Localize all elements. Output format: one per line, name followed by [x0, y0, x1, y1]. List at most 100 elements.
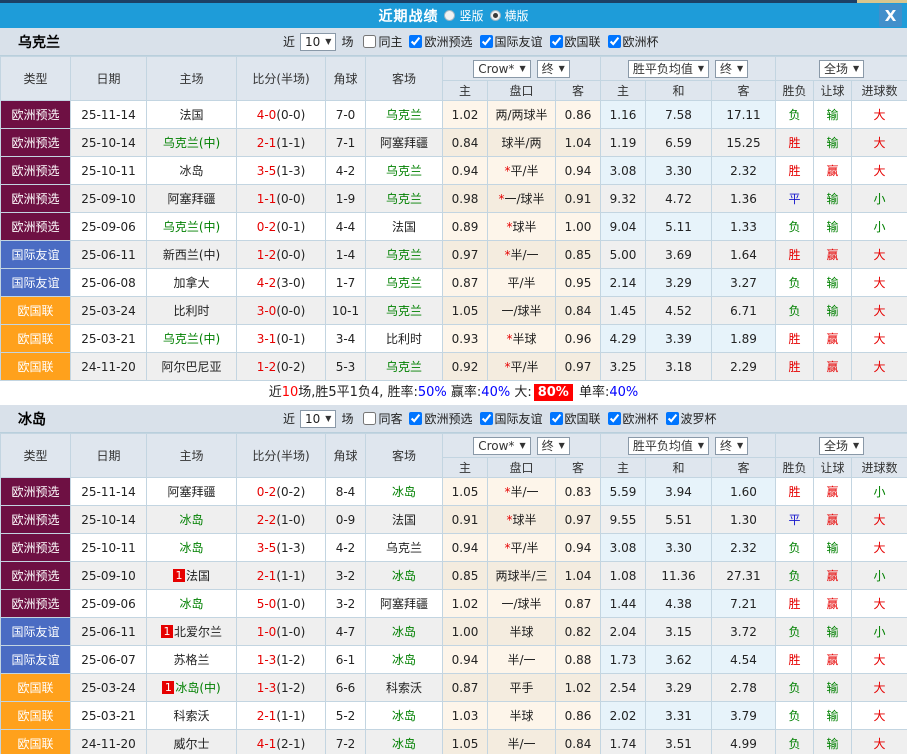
match-row: 欧洲预选 25-10-14 乌克兰(中) 2-1(1-1) 7-1 阿塞拜疆 0.84 球半/… [0, 128, 907, 157]
halftime-score: (0-1) [276, 331, 306, 346]
result-goals-total: 大 [851, 100, 907, 129]
column-header: 角球 [325, 433, 366, 478]
avg-draw-odds: 3.51 [645, 729, 712, 754]
league-checkbox[interactable] [665, 412, 679, 425]
competition-type-badge: 国际友谊 [0, 617, 71, 646]
corner-score: 7-2 [325, 729, 366, 754]
avg-home-odds: 9.32 [600, 184, 646, 213]
handicap-line: 半/一 [487, 729, 556, 754]
competition-type-badge: 欧国联 [0, 701, 71, 730]
sub-column-header: 让球 [813, 80, 853, 101]
result-win-draw-lose: 负 [775, 268, 815, 297]
home-team-name: 比利时 [173, 304, 210, 318]
away-team-name: 冰岛 [391, 569, 416, 583]
avg-draw-odds: 4.38 [645, 589, 712, 618]
result-handicap: 赢 [813, 505, 853, 534]
full-match-select[interactable]: 全场 ▼ [818, 59, 865, 78]
competition-type-badge: 欧国联 [0, 729, 71, 754]
match-date: 25-06-11 [70, 240, 147, 269]
match-count-select[interactable]: 10 ▼ [300, 32, 337, 51]
select-value: 终 [720, 61, 733, 76]
avg-draw-odds: 3.39 [645, 324, 712, 353]
fulltime-score: 1-0 [256, 624, 277, 639]
radio-horizontal-layout[interactable]: 横版 [489, 7, 529, 24]
away-team: 乌克兰 [365, 100, 443, 129]
final-odds-select[interactable]: 终 ▼ [536, 436, 570, 455]
home-odds: 0.94 [442, 533, 488, 562]
games-label: 场 [341, 35, 354, 49]
league-checkbox[interactable] [549, 35, 563, 48]
close-button[interactable]: X [879, 4, 902, 27]
league-checkbox[interactable] [409, 412, 423, 425]
halftime-score: (0-0) [276, 303, 306, 318]
select-value: Crow* [478, 61, 515, 76]
away-odds: 0.84 [555, 729, 601, 754]
avg-away-odds: 1.33 [710, 212, 777, 241]
competition-type-badge: 欧洲预选 [0, 156, 71, 185]
result-handicap: 赢 [813, 645, 853, 674]
match-date: 25-10-11 [70, 156, 147, 185]
league-checkbox[interactable] [409, 35, 423, 48]
competition-type-badge: 欧洲预选 [0, 505, 71, 534]
result-handicap: 赢 [813, 561, 853, 590]
handicap-text: 一/球半 [504, 192, 545, 206]
avg-draw-odds: 3.15 [645, 617, 712, 646]
handicap-star: * [504, 360, 511, 374]
handicap-line: 半球 [487, 701, 556, 730]
score: 3-1(0-1) [236, 324, 326, 353]
fulltime-score: 3-5 [256, 163, 277, 178]
same-venue-checkbox[interactable] [363, 412, 377, 425]
same-venue-checkbox[interactable] [363, 35, 377, 48]
halftime-score: (0-2) [276, 359, 306, 374]
league-checkbox-label: 欧国联 [546, 410, 601, 427]
league-checkbox[interactable] [607, 412, 621, 425]
crow-select[interactable]: Crow* ▼ [473, 59, 531, 78]
away-team: 冰岛 [365, 701, 443, 730]
competition-type-badge: 欧国联 [0, 296, 71, 325]
handicap-line: *平/半 [487, 352, 556, 381]
home-odds: 0.93 [442, 324, 488, 353]
away-odds: 0.86 [555, 701, 601, 730]
away-odds: 0.83 [555, 477, 601, 506]
league-checkbox[interactable] [607, 35, 621, 48]
handicap-text: 平/半 [510, 360, 539, 374]
away-team: 乌克兰 [365, 184, 443, 213]
crow-select[interactable]: Crow* ▼ [473, 436, 531, 455]
avg-home-odds: 1.16 [600, 100, 646, 129]
filter-bar: 近 10 ▼ 场 同主 欧洲预选 国际友谊 欧国联 欧洲杯 [283, 32, 659, 51]
league-checkbox[interactable] [479, 35, 493, 48]
home-team-name: 冰岛 [179, 513, 204, 527]
avg-away-odds: 2.32 [710, 156, 777, 185]
away-odds: 0.95 [555, 268, 601, 297]
home-odds: 0.98 [442, 184, 488, 213]
competition-type-badge: 欧洲预选 [0, 477, 71, 506]
fulltime-score: 4-2 [256, 275, 277, 290]
wdl-average-select[interactable]: 胜平负均值 ▼ [627, 59, 710, 78]
away-team: 乌克兰 [365, 352, 443, 381]
wdl-average-select[interactable]: 胜平负均值 ▼ [627, 436, 710, 455]
final-avg-select[interactable]: 终 ▼ [715, 59, 749, 78]
chevron-down-icon: ▼ [558, 440, 565, 450]
home-odds: 0.87 [442, 268, 488, 297]
result-win-draw-lose: 胜 [775, 589, 815, 618]
competition-type-badge: 欧洲预选 [0, 533, 71, 562]
halftime-score: (1-0) [276, 512, 306, 527]
league-label: 波罗杯 [680, 412, 717, 426]
full-match-select[interactable]: 全场 ▼ [818, 436, 865, 455]
away-team: 冰岛 [365, 645, 443, 674]
chevron-down-icon: ▼ [325, 36, 332, 46]
match-count-select[interactable]: 10 ▼ [300, 409, 337, 428]
league-checkbox[interactable] [479, 412, 493, 425]
handicap-text: 平/半 [510, 164, 539, 178]
odds-group-header: Crow* ▼ 终 ▼ [442, 56, 601, 81]
handicap-line: *半球 [487, 324, 556, 353]
league-checkbox[interactable] [549, 412, 563, 425]
corner-score: 6-1 [325, 645, 366, 674]
radio-vertical-layout[interactable]: 竖版 [444, 7, 484, 24]
team-section-header: 冰岛 近 10 ▼ 场 同客 欧洲预选 国际友谊 欧国联 欧洲杯 波罗杯 [0, 405, 907, 433]
handicap-text: 一/球半 [501, 304, 542, 318]
final-odds-select[interactable]: 终 ▼ [536, 59, 570, 78]
fulltime-score: 1-3 [256, 652, 277, 667]
final-avg-select[interactable]: 终 ▼ [715, 436, 749, 455]
match-date: 25-10-14 [70, 505, 147, 534]
